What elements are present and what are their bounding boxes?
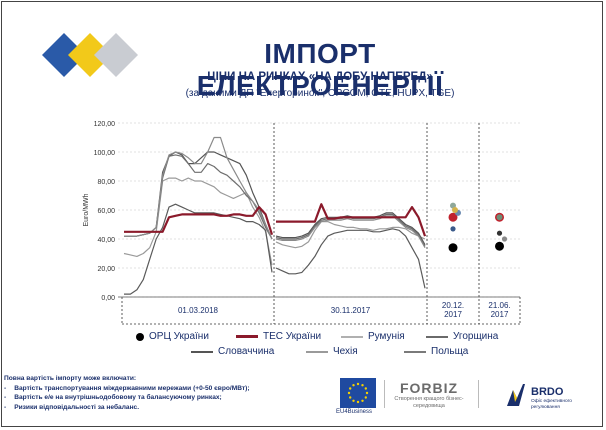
- legend-item: Словаччина: [191, 346, 274, 357]
- price-dot: [496, 230, 503, 236]
- price-dot: [452, 207, 458, 213]
- notes-item: - Ризики відповідальності за небаланс.: [4, 403, 140, 411]
- price-dot: [450, 226, 456, 232]
- legend-label: Румунія: [368, 331, 405, 342]
- brdo-mark-icon: [507, 384, 525, 406]
- price-dot: [448, 212, 458, 222]
- legend-swatch: [404, 350, 426, 353]
- legend-item: ТЕС України: [236, 331, 321, 342]
- import-cost-notes: Повна вартість імпорту може включати: -В…: [4, 374, 334, 412]
- price-dot: [496, 214, 503, 221]
- y-tick-label: 40,00: [97, 237, 115, 244]
- series-line-panel2: [275, 215, 426, 248]
- page-subtitle: ЦІНИ НА РИНКАХ «НА ДОБУ НАПЕРЕД»: [207, 71, 433, 83]
- legend-item: Польща: [404, 346, 468, 357]
- legend-swatch: [426, 335, 448, 338]
- panel-label: 20.12.: [442, 301, 464, 310]
- legend-label: ТЕС України: [263, 331, 322, 342]
- page-title: ІМПОРТ ЕЛЕКТРОЕНЕРГІЇ: [196, 38, 444, 101]
- legend-item: ОРЦ України: [136, 331, 209, 342]
- chart-legend: ОРЦ України ТЕС України Румунія Угорщина Сло…: [136, 331, 498, 365]
- price-dot: [448, 243, 458, 253]
- series-line-panel1: [124, 206, 274, 236]
- legend-label: Угорщина: [453, 331, 499, 342]
- legend-swatch: [306, 350, 328, 353]
- series-line-panel1: [124, 151, 273, 240]
- series-line-panel2: [275, 228, 426, 289]
- divider: [384, 380, 385, 408]
- legend-swatch: [191, 350, 213, 353]
- notes-item: - Вартість е/е на внутрішньодобовому та б…: [4, 394, 222, 401]
- forbiz-logo: FORBIZ Створення кращого бізнес-середови…: [394, 380, 464, 409]
- legend-label: Польща: [431, 346, 469, 357]
- series-line-panel1: [124, 136, 273, 240]
- y-tick-label: 80,00: [97, 179, 115, 186]
- brdo-logo: BRDO Офіс ефективного регулювання: [505, 380, 595, 410]
- series-line-panel2: [276, 203, 427, 237]
- notes-item: - Вартість транспортування міждержавними …: [4, 384, 250, 392]
- legend-label: Чехія: [333, 346, 358, 357]
- y-tick-label: 100,00: [94, 150, 116, 157]
- logo-icon: [42, 33, 138, 77]
- divider: [478, 380, 479, 408]
- series-line-panel2: [275, 221, 426, 249]
- legend-item: Угорщина: [426, 331, 498, 342]
- panel-label: 21.06.: [488, 301, 510, 310]
- legend-swatch: [236, 335, 258, 338]
- y-tick-label: 0,00: [101, 295, 115, 302]
- panel-label: 2017: [491, 310, 509, 319]
- eu4business-label: EU4Business: [336, 409, 373, 415]
- y-tick-label: 20,00: [97, 266, 115, 273]
- data-source: (за даними ДП "Енергоринок", OPCOM, OTE,…: [185, 88, 455, 99]
- price-dot: [501, 236, 508, 242]
- panel-label: 30.11.2017: [331, 306, 371, 315]
- y-tick-label: 120,00: [94, 121, 116, 128]
- legend-item: Чехія: [306, 346, 358, 357]
- panel-label: 01.03.2018: [178, 306, 219, 315]
- legend-swatch: [136, 332, 144, 341]
- eu-flag-icon: [340, 378, 376, 408]
- price-dot: [495, 241, 504, 251]
- legend-label: Словаччина: [218, 346, 275, 357]
- y-axis-label: Euro/MWh: [83, 193, 90, 226]
- panel-label: 2017: [444, 310, 462, 319]
- y-tick-label: 60,00: [97, 208, 115, 215]
- notes-lead: Повна вартість імпорту може включати:: [4, 375, 137, 382]
- series-line-panel1: [124, 203, 273, 295]
- legend-item: Румунія: [341, 331, 405, 342]
- legend-swatch: [341, 335, 363, 338]
- legend-label: ОРЦ України: [149, 331, 209, 342]
